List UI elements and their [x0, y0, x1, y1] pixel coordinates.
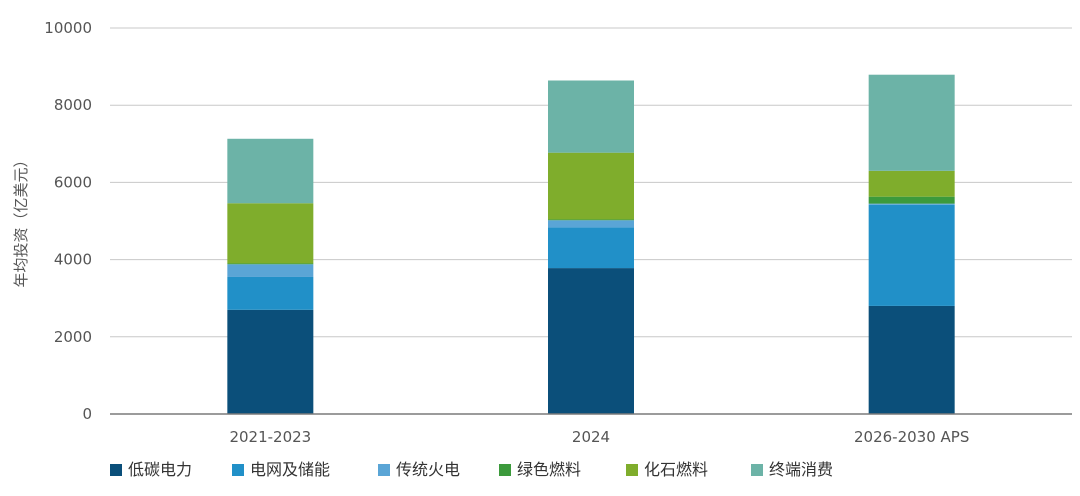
x-category-label: 2021-2023: [229, 428, 311, 446]
legend-label: 传统火电: [396, 460, 460, 479]
y-tick-label: 4000: [54, 251, 92, 269]
y-tick-label: 6000: [54, 173, 92, 191]
y-tick-label: 0: [82, 405, 92, 423]
bar-segment-1-1: [548, 227, 634, 269]
legend-swatch: [110, 464, 122, 476]
axes: 0 2000 4000 6000 8000 10000 2021-2023 2024 2026-…: [44, 19, 1072, 446]
legend-swatch: [378, 464, 390, 476]
bar-segment-0-4: [227, 203, 314, 264]
bar-segment-2-0: [868, 305, 955, 414]
legend-swatch: [499, 464, 511, 476]
legend-label: 低碳电力: [128, 460, 192, 479]
bar-segment-2-1: [868, 204, 955, 306]
bar-segment-0-0: [227, 309, 314, 414]
bar-segment-2-4: [868, 170, 955, 197]
bar-segment-0-2: [227, 264, 314, 277]
y-tick-label: 2000: [54, 328, 92, 346]
legend-swatch: [626, 464, 638, 476]
legend: 低碳电力 电网及储能 传统火电 绿色燃料 化石燃料 终端消费: [110, 460, 833, 479]
bars: [227, 74, 955, 414]
bar-segment-1-3: [548, 219, 634, 221]
legend-label: 终端消费: [769, 460, 833, 479]
bar-segment-1-4: [548, 152, 634, 220]
legend-label: 电网及储能: [250, 460, 330, 479]
bar-segment-0-3: [227, 263, 314, 265]
y-tick-label: 10000: [44, 19, 92, 37]
bar-segment-2-5: [868, 74, 955, 171]
bar-segment-1-2: [548, 220, 634, 228]
bar-segment-2-3: [868, 196, 955, 204]
bar-segment-1-5: [548, 80, 634, 153]
x-category-label: 2026-2030 APS: [854, 428, 969, 446]
legend-label: 化石燃料: [644, 460, 708, 479]
y-tick-label: 8000: [54, 96, 92, 114]
x-category-label: 2024: [572, 428, 610, 446]
bar-segment-2-2: [868, 203, 955, 205]
legend-swatch: [751, 464, 763, 476]
bar-segment-1-0: [548, 268, 634, 414]
legend-label: 绿色燃料: [517, 460, 581, 479]
y-axis-title: 年均投资（亿美元）: [12, 152, 30, 287]
bar-segment-0-1: [227, 276, 314, 310]
legend-swatch: [232, 464, 244, 476]
bar-segment-0-5: [227, 138, 314, 204]
